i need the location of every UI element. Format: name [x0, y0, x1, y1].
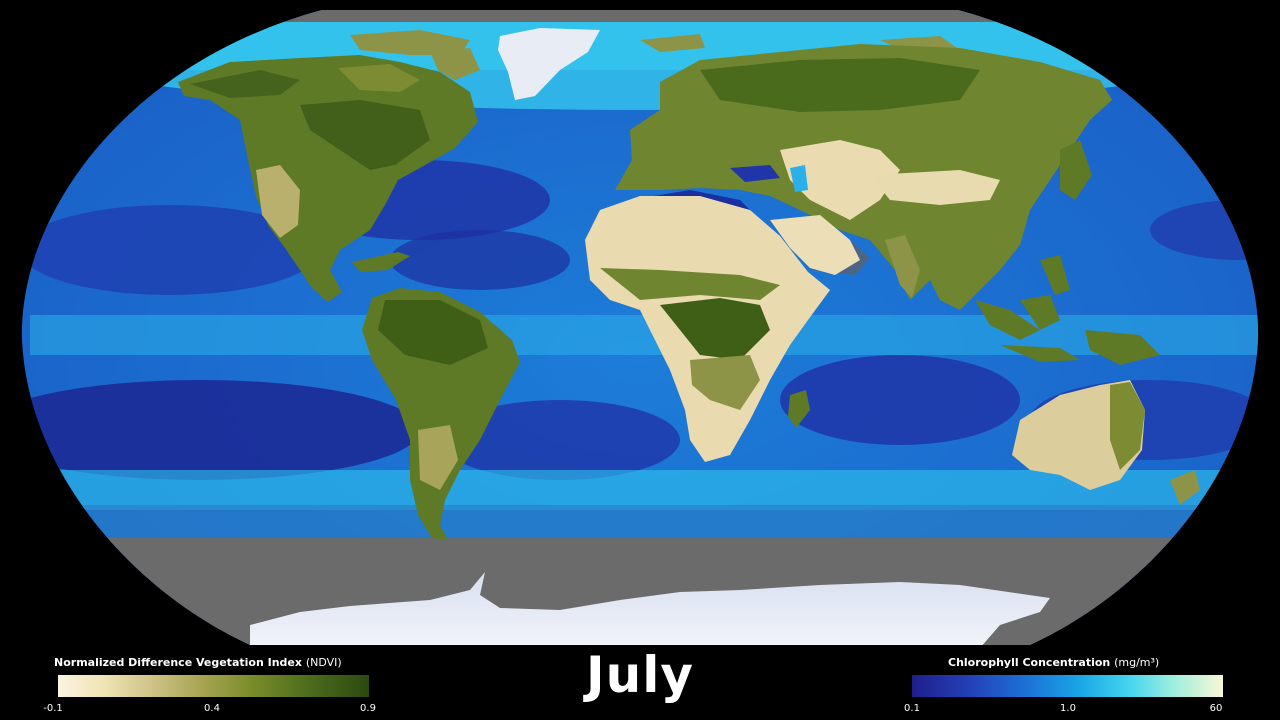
- greenland: [498, 28, 600, 100]
- africa: [585, 196, 830, 462]
- month-label: July: [586, 646, 694, 704]
- chlorophyll-unit-text: (mg/m³): [1114, 656, 1160, 669]
- ndvi-tick-mid: 0.4: [204, 703, 220, 714]
- southeast-asia-islands: [975, 140, 1160, 365]
- ndvi-tick-max: 0.9: [360, 703, 376, 714]
- ndvi-legend: Normalized Difference Vegetation Index (…: [43, 656, 378, 720]
- antarctica: [250, 572, 1050, 645]
- madagascar: [788, 390, 810, 428]
- new-zealand: [1170, 470, 1200, 505]
- chlorophyll-tick-mid: 1.0: [1060, 703, 1076, 714]
- chlorophyll-title-text: Chlorophyll Concentration: [948, 656, 1111, 669]
- ndvi-tick-min: -0.1: [43, 703, 63, 714]
- north-america: [178, 55, 478, 302]
- ndvi-unit-text: (NDVI): [305, 656, 342, 669]
- australia: [1012, 380, 1200, 505]
- chlorophyll-color-bar: [912, 675, 1223, 697]
- ndvi-title-text: Normalized Difference Vegetation Index: [54, 656, 302, 669]
- arabian-peninsula: [770, 215, 860, 275]
- chlorophyll-legend-title: Chlorophyll Concentration (mg/m³): [948, 656, 1159, 669]
- eurasia: [615, 44, 1112, 310]
- ndvi-color-bar: [58, 675, 369, 697]
- chlorophyll-tick-min: 0.1: [904, 703, 920, 714]
- south-america: [362, 288, 520, 540]
- chlorophyll-legend: Chlorophyll Concentration (mg/m³) 0.1 1.…: [904, 656, 1230, 720]
- ndvi-legend-title: Normalized Difference Vegetation Index (…: [54, 656, 342, 669]
- chlorophyll-tick-max: 60: [1209, 703, 1223, 714]
